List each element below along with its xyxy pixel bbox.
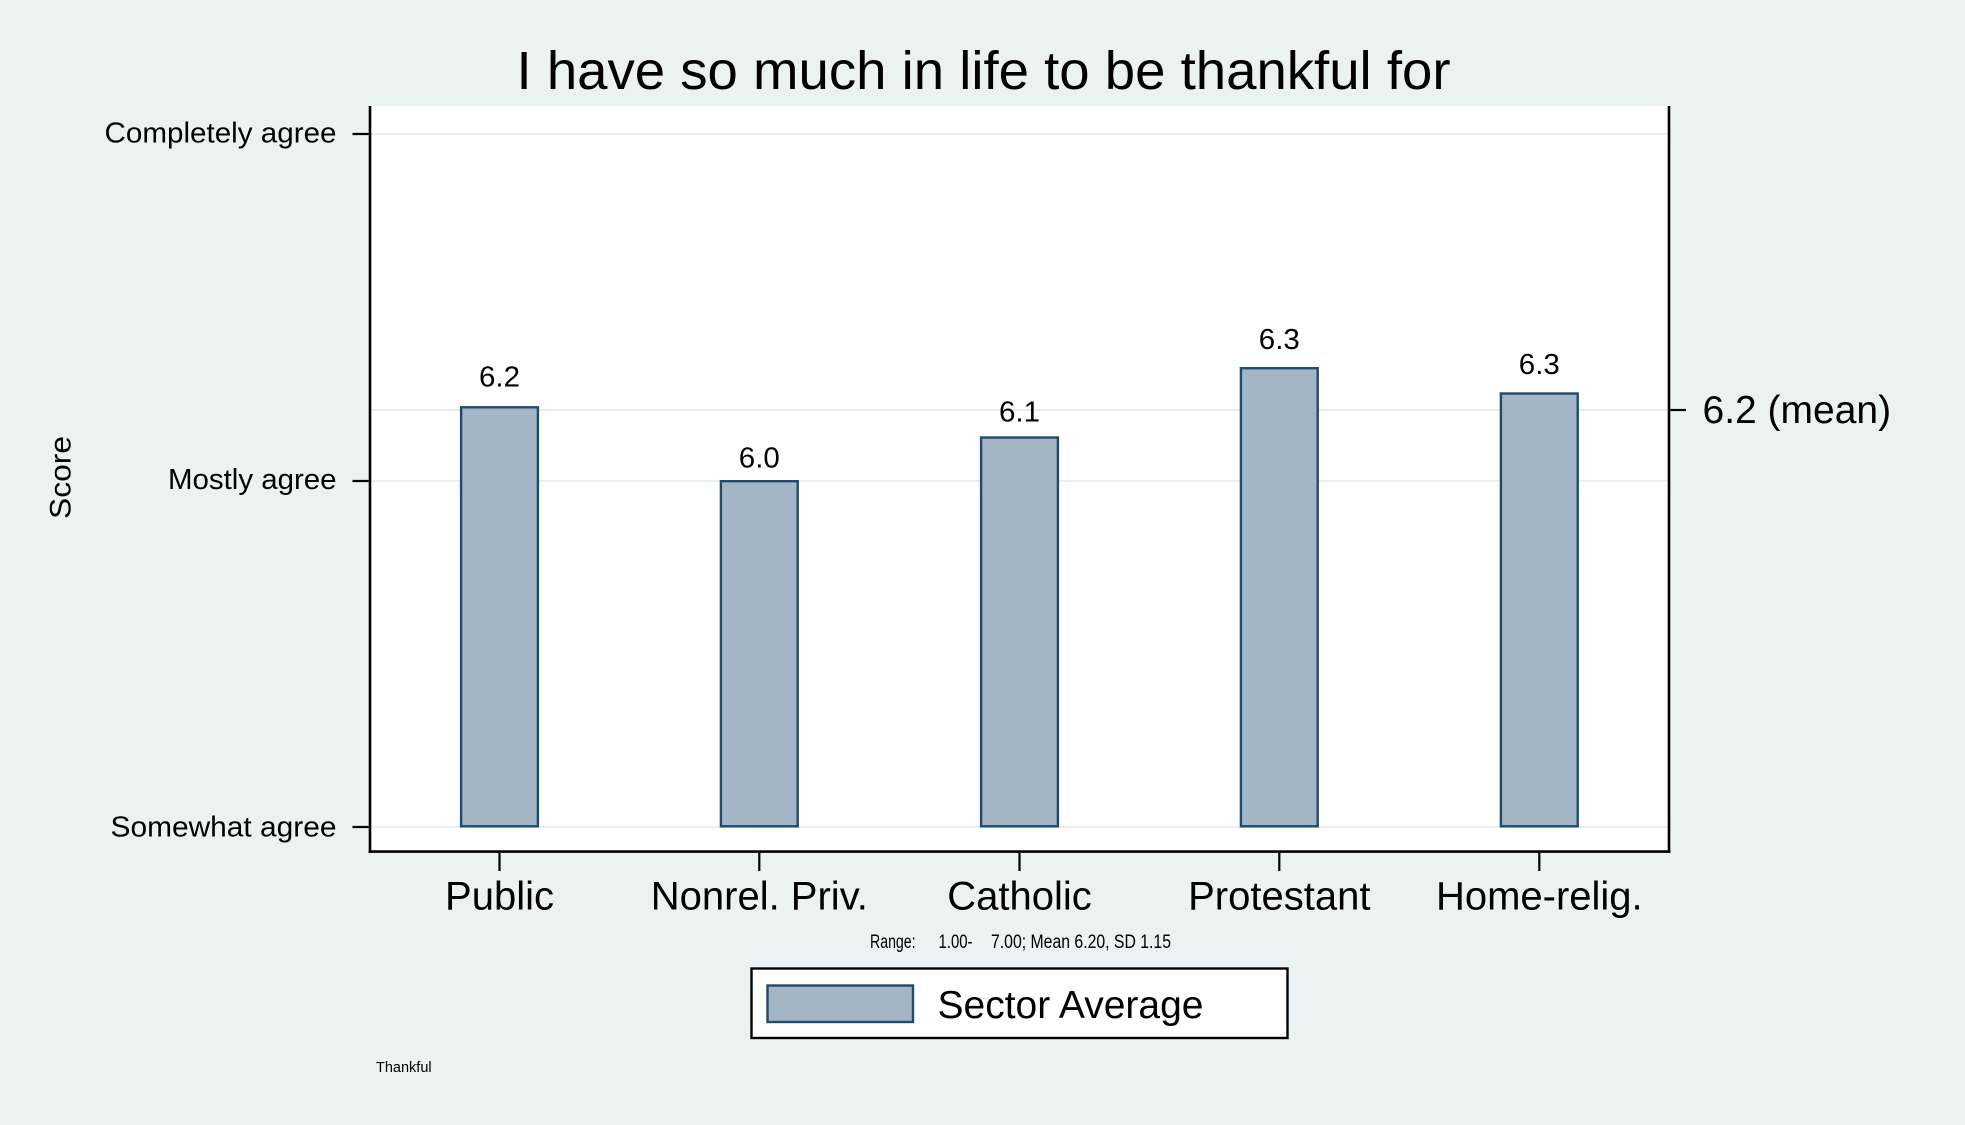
svg-text:Public: Public xyxy=(445,875,554,919)
svg-text:Range:: Range: xyxy=(870,932,916,953)
svg-text:7.00; Mean 6.20, SD 1.15: 7.00; Mean 6.20, SD 1.15 xyxy=(991,932,1171,953)
svg-text:I have so much in life to be t: I have so much in life to be thankful fo… xyxy=(517,41,1451,101)
svg-text:6.3: 6.3 xyxy=(1519,349,1560,381)
svg-text:Completely agree: Completely agree xyxy=(105,118,337,150)
svg-text:1.00-: 1.00- xyxy=(939,932,973,953)
svg-text:6.3: 6.3 xyxy=(1259,324,1300,356)
svg-text:Thankful: Thankful xyxy=(376,1060,432,1076)
svg-text:Home-relig.: Home-relig. xyxy=(1436,875,1643,919)
svg-text:6.0: 6.0 xyxy=(739,443,780,475)
svg-text:6.2: 6.2 xyxy=(479,362,520,394)
svg-text:Mostly agree: Mostly agree xyxy=(168,464,337,496)
svg-text:Nonrel. Priv.: Nonrel. Priv. xyxy=(651,875,868,919)
svg-text:Score: Score xyxy=(44,436,77,519)
svg-text:6.1: 6.1 xyxy=(999,397,1040,429)
svg-text:Sector Average: Sector Average xyxy=(938,984,1204,1027)
svg-text:6.2 (mean): 6.2 (mean) xyxy=(1703,389,1892,432)
svg-text:Catholic: Catholic xyxy=(947,875,1092,919)
svg-text:Protestant: Protestant xyxy=(1188,875,1370,919)
svg-text:Somewhat agree: Somewhat agree xyxy=(111,812,337,844)
